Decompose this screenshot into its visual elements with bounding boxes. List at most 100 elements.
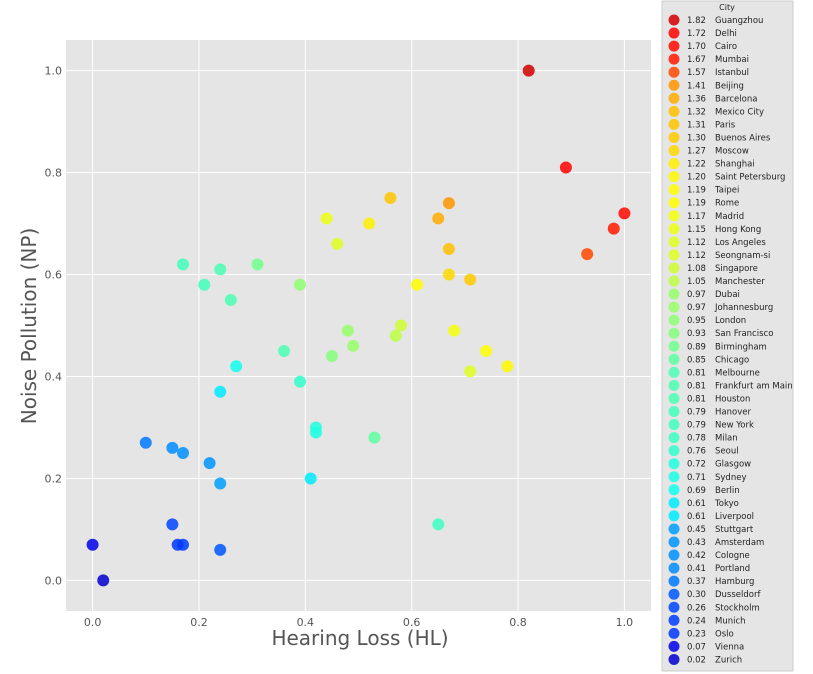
legend-item: 0.89 Birmingham bbox=[668, 340, 767, 352]
data-point: Dubai bbox=[341, 324, 354, 337]
legend-city: Tokyo bbox=[714, 499, 739, 509]
legend-marker bbox=[668, 601, 680, 613]
legend-city: Vienna bbox=[715, 642, 744, 652]
legend-marker bbox=[668, 184, 680, 196]
legend-value: 0.23 bbox=[687, 629, 706, 639]
data-point: Stuttgart bbox=[214, 477, 227, 490]
legend-item: 1.27 Moscow bbox=[668, 145, 749, 157]
legend-item: 0.23 Oslo bbox=[668, 627, 734, 639]
legend-value: 1.22 bbox=[687, 160, 706, 170]
y-tick-label: 0.6 bbox=[45, 269, 63, 282]
legend-city: Chicago bbox=[715, 355, 749, 365]
data-point: Cologne bbox=[177, 446, 189, 459]
data-point: Birmingham bbox=[251, 258, 264, 271]
legend-city: Manchester bbox=[715, 277, 765, 287]
y-tick-label: 1.0 bbox=[45, 65, 63, 78]
legend-marker bbox=[668, 131, 680, 143]
data-point: Cairo bbox=[618, 207, 631, 220]
legend-city: Rome bbox=[715, 199, 739, 209]
y-axis-label: Noise Pollution (NP) bbox=[17, 228, 41, 425]
legend-value: 0.72 bbox=[687, 460, 706, 470]
legend-marker bbox=[668, 288, 680, 300]
legend-value: 1.57 bbox=[687, 68, 706, 78]
legend-city: Barcelona bbox=[715, 94, 757, 104]
legend-value: 0.07 bbox=[687, 642, 706, 652]
data-point: Guangzhou bbox=[522, 64, 535, 77]
legend-city: Mumbai bbox=[715, 55, 749, 65]
grid-lines bbox=[66, 40, 651, 611]
legend-marker bbox=[668, 484, 680, 496]
data-point: Delhi bbox=[559, 161, 572, 174]
legend-value: 0.43 bbox=[687, 538, 706, 548]
legend-value: 0.37 bbox=[687, 577, 706, 587]
legend-value: 0.81 bbox=[687, 381, 706, 391]
data-point: London bbox=[294, 278, 306, 291]
legend-value: 0.42 bbox=[687, 551, 706, 561]
legend-value: 1.67 bbox=[687, 55, 706, 65]
legend-city: Istanbul bbox=[715, 68, 749, 78]
legend-value: 0.79 bbox=[687, 421, 706, 431]
legend-value: 0.30 bbox=[687, 590, 706, 600]
legend-city: Glasgow bbox=[715, 460, 751, 470]
plot-area bbox=[66, 40, 651, 611]
legend-item: 1.41 Beijing bbox=[668, 79, 744, 91]
data-point: San Francisco bbox=[325, 350, 338, 363]
data-point: Zurich bbox=[97, 574, 110, 587]
legend-marker bbox=[668, 66, 680, 78]
data-point: Frankfurt am Main bbox=[278, 344, 291, 357]
legend-item: 1.72 Delhi bbox=[668, 27, 737, 39]
legend-city: Sydney bbox=[715, 473, 746, 483]
legend-item: 0.41 Portland bbox=[668, 562, 750, 574]
legend-item: 0.76 Seoul bbox=[668, 445, 739, 457]
legend-marker bbox=[668, 575, 680, 587]
legend-marker bbox=[668, 118, 680, 130]
x-tick-label: 0.0 bbox=[84, 616, 102, 629]
data-point: Mumbai bbox=[607, 222, 620, 235]
legend-city: Hamburg bbox=[715, 577, 754, 587]
legend-marker bbox=[668, 249, 680, 261]
legend-item: 1.19 Taipei bbox=[668, 184, 739, 196]
legend-item: 1.70 Cairo bbox=[668, 40, 737, 52]
data-point: Moscow bbox=[442, 268, 455, 281]
data-point: Hanover bbox=[177, 258, 189, 271]
legend-item: 0.43 Amsterdam bbox=[668, 536, 764, 548]
legend-marker bbox=[668, 536, 680, 548]
legend-city: San Francisco bbox=[715, 329, 773, 339]
data-point: Amsterdam bbox=[203, 457, 216, 470]
legend-value: 1.32 bbox=[687, 107, 706, 117]
legend-marker bbox=[668, 562, 680, 574]
legend-city: Guangzhou bbox=[715, 16, 763, 26]
legend-item: 1.32 Mexico City bbox=[668, 105, 764, 117]
legend-marker bbox=[668, 588, 680, 600]
legend-city: Buenos Aires bbox=[715, 133, 771, 143]
legend-marker bbox=[668, 210, 680, 222]
legend-city: Paris bbox=[715, 120, 736, 130]
legend-marker bbox=[668, 197, 680, 209]
legend-city: Oslo bbox=[715, 629, 734, 639]
legend-value: 1.36 bbox=[687, 94, 706, 104]
legend-city: Madrid bbox=[715, 212, 744, 222]
legend-value: 0.41 bbox=[687, 564, 706, 574]
legend-item: 0.24 Munich bbox=[668, 614, 746, 626]
legend-value: 0.26 bbox=[687, 603, 706, 613]
legend-city: Johannesburg bbox=[714, 303, 773, 313]
legend-marker bbox=[668, 379, 680, 391]
y-tick-label: 0.4 bbox=[45, 370, 63, 383]
legend-city: London bbox=[715, 316, 746, 326]
data-point: Mexico City bbox=[442, 243, 455, 256]
x-tick-label: 0.2 bbox=[190, 616, 208, 629]
legend-marker bbox=[668, 53, 680, 65]
legend-value: 0.97 bbox=[687, 303, 706, 313]
legend-value: 0.95 bbox=[687, 316, 706, 326]
legend-items: 1.82 Guangzhou 1.72 Delhi 1.70 Cairo 1.67 Mumba… bbox=[668, 14, 793, 665]
legend-value: 0.78 bbox=[687, 434, 706, 444]
x-tick-label: 0.8 bbox=[509, 616, 527, 629]
legend-marker bbox=[668, 314, 680, 326]
x-axis-label: Hearing Loss (HL) bbox=[271, 626, 448, 650]
legend-item: 0.37 Hamburg bbox=[668, 575, 754, 587]
legend-item: 0.07 Vienna bbox=[668, 640, 744, 652]
data-point: Paris bbox=[384, 192, 397, 205]
legend-item: 0.97 Johannesburg bbox=[668, 301, 773, 313]
legend-marker bbox=[668, 392, 680, 404]
legend-value: 0.81 bbox=[687, 394, 706, 404]
